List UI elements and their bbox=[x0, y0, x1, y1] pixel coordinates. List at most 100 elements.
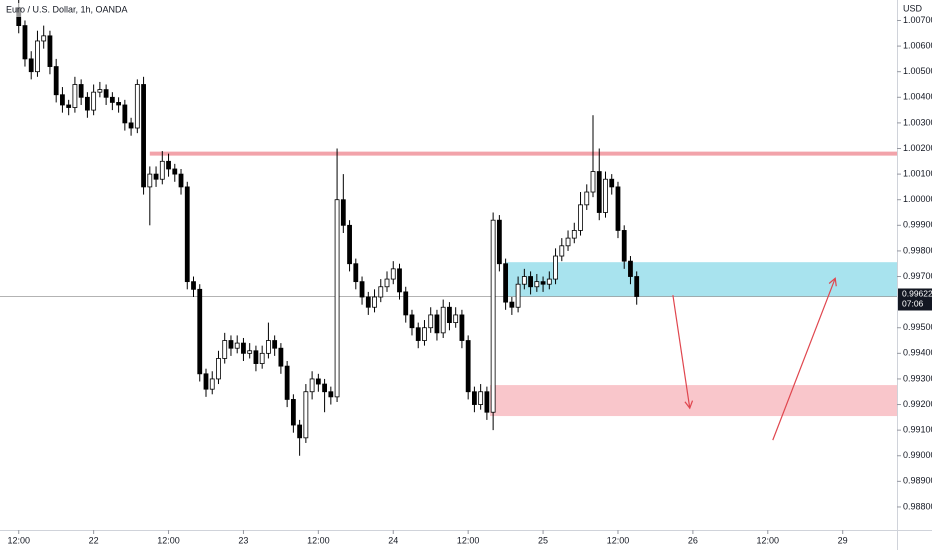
candle bbox=[315, 373, 321, 392]
candle-body bbox=[35, 40, 40, 73]
candle bbox=[403, 286, 409, 323]
candle-body bbox=[228, 340, 234, 349]
candle bbox=[216, 350, 221, 385]
candle-body bbox=[546, 278, 552, 285]
candle bbox=[84, 92, 90, 118]
candle bbox=[272, 335, 278, 356]
candle-body bbox=[384, 278, 390, 288]
candle bbox=[465, 335, 471, 400]
candle-body bbox=[584, 191, 590, 206]
candle-body bbox=[571, 230, 577, 239]
arrow-head bbox=[684, 400, 694, 410]
candle-body bbox=[509, 301, 515, 308]
candle-body bbox=[209, 378, 215, 390]
candle-body bbox=[515, 283, 521, 308]
candle-body bbox=[534, 281, 540, 288]
candle-body bbox=[472, 391, 477, 405]
candle-body bbox=[203, 373, 209, 390]
candle bbox=[247, 343, 253, 359]
candle bbox=[528, 271, 533, 295]
candle-body bbox=[315, 378, 321, 385]
y-tick-label: 1.00500 bbox=[903, 66, 932, 76]
y-tick-label: 1.00700 bbox=[903, 15, 932, 25]
candle bbox=[35, 30, 40, 77]
candle bbox=[628, 256, 633, 285]
candle-body bbox=[478, 391, 484, 405]
candle-body bbox=[540, 281, 546, 285]
candle-body bbox=[490, 219, 496, 413]
y-tick-label: 1.00600 bbox=[903, 40, 932, 50]
candle bbox=[134, 79, 140, 134]
candle bbox=[334, 148, 340, 402]
candle bbox=[309, 371, 315, 400]
candle bbox=[372, 289, 377, 313]
candle bbox=[147, 166, 153, 226]
candle-body bbox=[22, 25, 28, 60]
candle-body bbox=[72, 84, 78, 108]
candle bbox=[228, 335, 234, 356]
candle-body bbox=[634, 276, 640, 297]
candle-body bbox=[78, 84, 84, 98]
candle bbox=[266, 322, 271, 359]
candle-body bbox=[272, 340, 278, 349]
candle bbox=[116, 97, 122, 113]
candle-body bbox=[328, 391, 334, 398]
candle-body bbox=[353, 263, 359, 283]
candle-body bbox=[266, 340, 271, 354]
candle-body bbox=[496, 219, 502, 265]
candle-body bbox=[621, 230, 627, 262]
candle bbox=[328, 386, 334, 405]
candle bbox=[503, 258, 509, 310]
candle bbox=[253, 345, 259, 372]
candle bbox=[365, 291, 371, 315]
y-tick-label: 1.00200 bbox=[903, 143, 932, 153]
candle-body bbox=[172, 168, 178, 175]
candle bbox=[496, 215, 502, 272]
candle bbox=[384, 271, 390, 292]
candle bbox=[459, 309, 465, 349]
x-tick-label: 23 bbox=[238, 535, 248, 545]
candle bbox=[97, 81, 103, 98]
candle-body bbox=[484, 391, 490, 413]
candle-body bbox=[521, 276, 527, 285]
candle bbox=[478, 384, 484, 410]
candle bbox=[590, 115, 596, 198]
candle-body bbox=[440, 306, 446, 334]
candle-body bbox=[290, 399, 296, 426]
candle bbox=[634, 271, 640, 305]
candle-body bbox=[578, 204, 583, 231]
candle-body bbox=[28, 58, 34, 73]
candle-body bbox=[303, 391, 309, 439]
candle-body bbox=[365, 296, 371, 308]
candle bbox=[78, 79, 84, 105]
candle-body bbox=[222, 340, 228, 359]
candle bbox=[209, 371, 215, 395]
candle-body bbox=[334, 199, 340, 398]
candle-body bbox=[153, 173, 159, 180]
candle-body bbox=[297, 424, 303, 439]
chart-title: Euro / U.S. Dollar, 1h, OANDA bbox=[6, 4, 128, 14]
candle bbox=[241, 337, 246, 362]
candle bbox=[603, 171, 608, 218]
x-tick-label: 29 bbox=[838, 535, 848, 545]
candle bbox=[184, 181, 190, 290]
candle bbox=[472, 386, 477, 413]
candle-body bbox=[434, 314, 440, 334]
candle-body bbox=[403, 291, 409, 316]
candle bbox=[409, 309, 415, 336]
candle-body bbox=[609, 178, 615, 188]
candle bbox=[91, 84, 97, 116]
candle bbox=[141, 76, 146, 195]
candle bbox=[297, 419, 303, 456]
candle bbox=[490, 212, 496, 431]
x-tick-label: 12:00 bbox=[457, 535, 480, 545]
x-tick-label: 24 bbox=[388, 535, 398, 545]
candle-body bbox=[122, 104, 128, 124]
candle bbox=[197, 284, 203, 382]
candle-body bbox=[247, 350, 253, 354]
candle bbox=[222, 332, 228, 364]
candle bbox=[578, 192, 583, 236]
currency-label: USD bbox=[903, 3, 923, 13]
